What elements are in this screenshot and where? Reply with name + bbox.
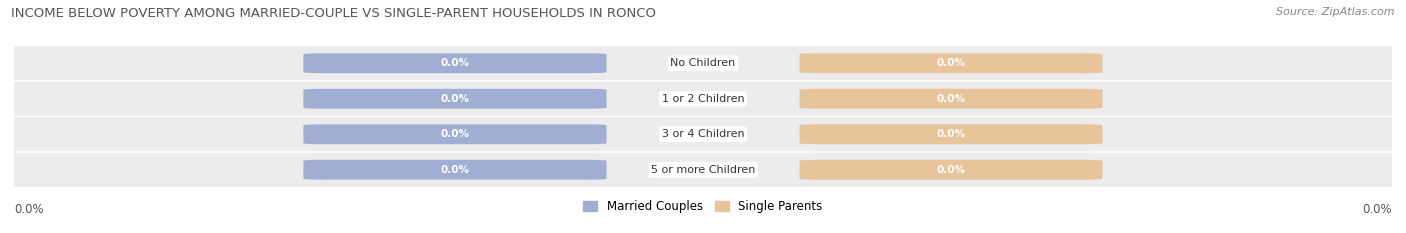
FancyBboxPatch shape [800, 53, 1102, 73]
Legend: Married Couples, Single Parents: Married Couples, Single Parents [579, 195, 827, 218]
Text: No Children: No Children [671, 58, 735, 68]
FancyBboxPatch shape [304, 53, 606, 73]
Text: 0.0%: 0.0% [936, 165, 966, 175]
FancyBboxPatch shape [800, 124, 1102, 144]
Text: 0.0%: 0.0% [936, 129, 966, 139]
FancyBboxPatch shape [0, 153, 1406, 187]
FancyBboxPatch shape [304, 89, 606, 109]
FancyBboxPatch shape [800, 160, 1102, 180]
FancyBboxPatch shape [304, 160, 606, 180]
FancyBboxPatch shape [0, 46, 1406, 80]
Text: 0.0%: 0.0% [936, 58, 966, 68]
FancyBboxPatch shape [0, 117, 1406, 151]
Text: 0.0%: 0.0% [440, 94, 470, 104]
Text: 0.0%: 0.0% [440, 165, 470, 175]
Text: INCOME BELOW POVERTY AMONG MARRIED-COUPLE VS SINGLE-PARENT HOUSEHOLDS IN RONCO: INCOME BELOW POVERTY AMONG MARRIED-COUPL… [11, 7, 657, 20]
FancyBboxPatch shape [0, 82, 1406, 116]
Text: 0.0%: 0.0% [1362, 203, 1392, 216]
Text: 0.0%: 0.0% [936, 94, 966, 104]
Text: 1 or 2 Children: 1 or 2 Children [662, 94, 744, 104]
Text: 0.0%: 0.0% [14, 203, 44, 216]
Text: Source: ZipAtlas.com: Source: ZipAtlas.com [1277, 7, 1395, 17]
Text: 5 or more Children: 5 or more Children [651, 165, 755, 175]
FancyBboxPatch shape [304, 124, 606, 144]
FancyBboxPatch shape [800, 89, 1102, 109]
Text: 0.0%: 0.0% [440, 129, 470, 139]
Text: 3 or 4 Children: 3 or 4 Children [662, 129, 744, 139]
Text: 0.0%: 0.0% [440, 58, 470, 68]
